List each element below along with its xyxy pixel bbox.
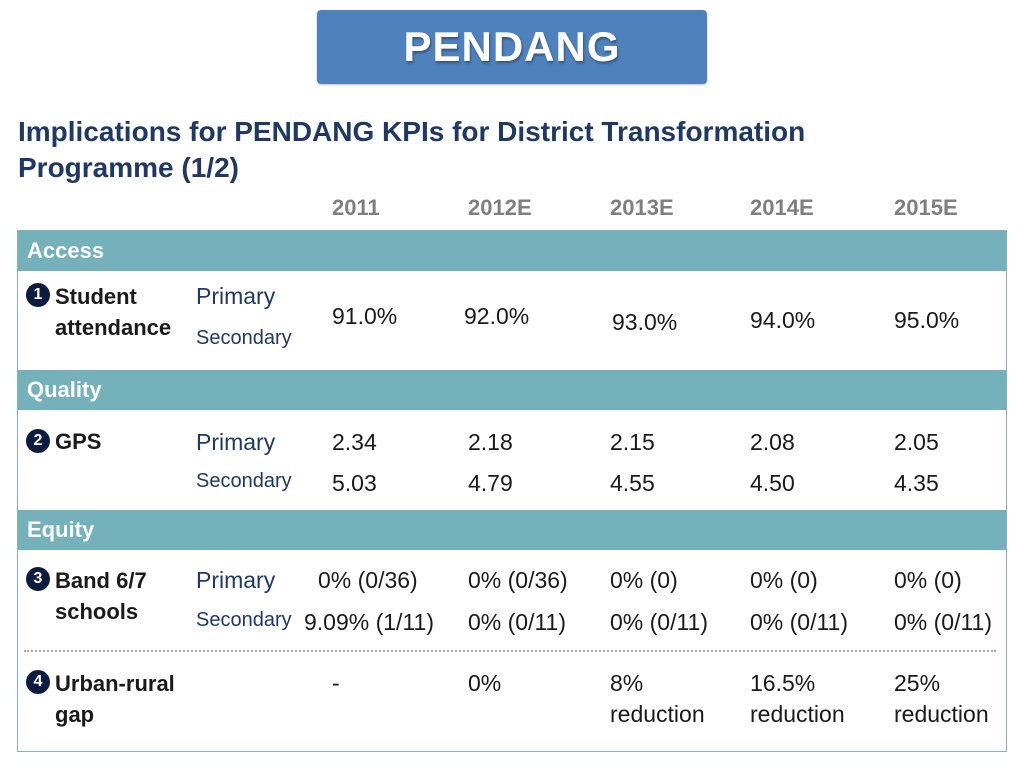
kpi-name: Band 6/7 schools: [55, 568, 147, 624]
level-primary-label: Primary: [196, 429, 276, 455]
year-header: 2012E: [468, 195, 532, 220]
level-secondary-label: Secondary: [196, 609, 292, 631]
kpi-value: 5.03: [332, 470, 377, 496]
year-header: 2014E: [750, 195, 814, 220]
kpi-value: 2.34: [332, 429, 377, 455]
kpi-value: 0%: [468, 670, 502, 696]
year-header: 2015E: [894, 195, 958, 220]
kpi-number-badge: 4: [26, 670, 50, 694]
kpi-name: GPS: [55, 429, 102, 454]
level-primary-label: Primary: [196, 567, 276, 593]
section-equity: Equity: [18, 510, 1006, 550]
kpi-value: -: [332, 670, 340, 696]
kpi-value: 4.55: [610, 470, 655, 496]
kpi-number-badge: 2: [26, 429, 50, 453]
kpi-name: Student attendance: [55, 284, 172, 340]
kpi-value: 0% (0/11): [894, 609, 993, 635]
kpi-value: 2.08: [750, 429, 795, 455]
kpi-table: [17, 230, 1007, 752]
kpi-name: Urban-rural gap: [55, 671, 175, 727]
banner-label: PENDANG: [403, 23, 621, 70]
kpi-value: 93.0%: [612, 309, 678, 335]
kpi-value: 0% (0): [610, 567, 678, 593]
kpi-value: 4.50: [750, 470, 795, 496]
section-access: Access: [18, 231, 1006, 271]
kpi-value: 8% reduction: [610, 670, 705, 727]
kpi-value: 0% (0/11): [468, 609, 567, 635]
level-secondary-label: Secondary: [196, 327, 292, 349]
kpi-value: 4.79: [468, 470, 513, 496]
kpi-value: 94.0%: [750, 307, 816, 333]
kpi-number-badge: 3: [26, 567, 50, 591]
kpi-value: 0% (0/36): [468, 567, 568, 593]
kpi-value: 2.15: [610, 429, 655, 455]
year-header: 2013E: [610, 195, 674, 220]
page-title: Implications for PENDANG KPIs for Distri…: [18, 116, 806, 183]
row-divider: [24, 650, 996, 652]
kpi-number-badge: 1: [26, 283, 50, 307]
kpi-value: 92.0%: [464, 303, 530, 329]
kpi-value: 0% (0): [894, 567, 962, 593]
kpi-value: 2.05: [894, 429, 939, 455]
kpi-value: 0% (0/11): [750, 609, 849, 635]
kpi-value: 0% (0): [750, 567, 818, 593]
level-secondary-label: Secondary: [196, 470, 292, 492]
kpi-value: 9.09% (1/11): [304, 609, 434, 635]
kpi-value: 25% reduction: [894, 670, 989, 727]
kpi-value: 95.0%: [894, 307, 960, 333]
year-header: 2011: [332, 195, 380, 220]
kpi-value: 0% (0/11): [610, 609, 709, 635]
kpi-value: 2.18: [468, 429, 513, 455]
title-banner: PENDANG: [317, 10, 707, 84]
kpi-value: 4.35: [894, 470, 939, 496]
kpi-value: 16.5% reduction: [750, 670, 845, 727]
kpi-value: 91.0%: [332, 303, 398, 329]
kpi-value: 0% (0/36): [318, 567, 418, 593]
section-quality: Quality: [18, 370, 1006, 410]
level-primary-label: Primary: [196, 283, 276, 309]
